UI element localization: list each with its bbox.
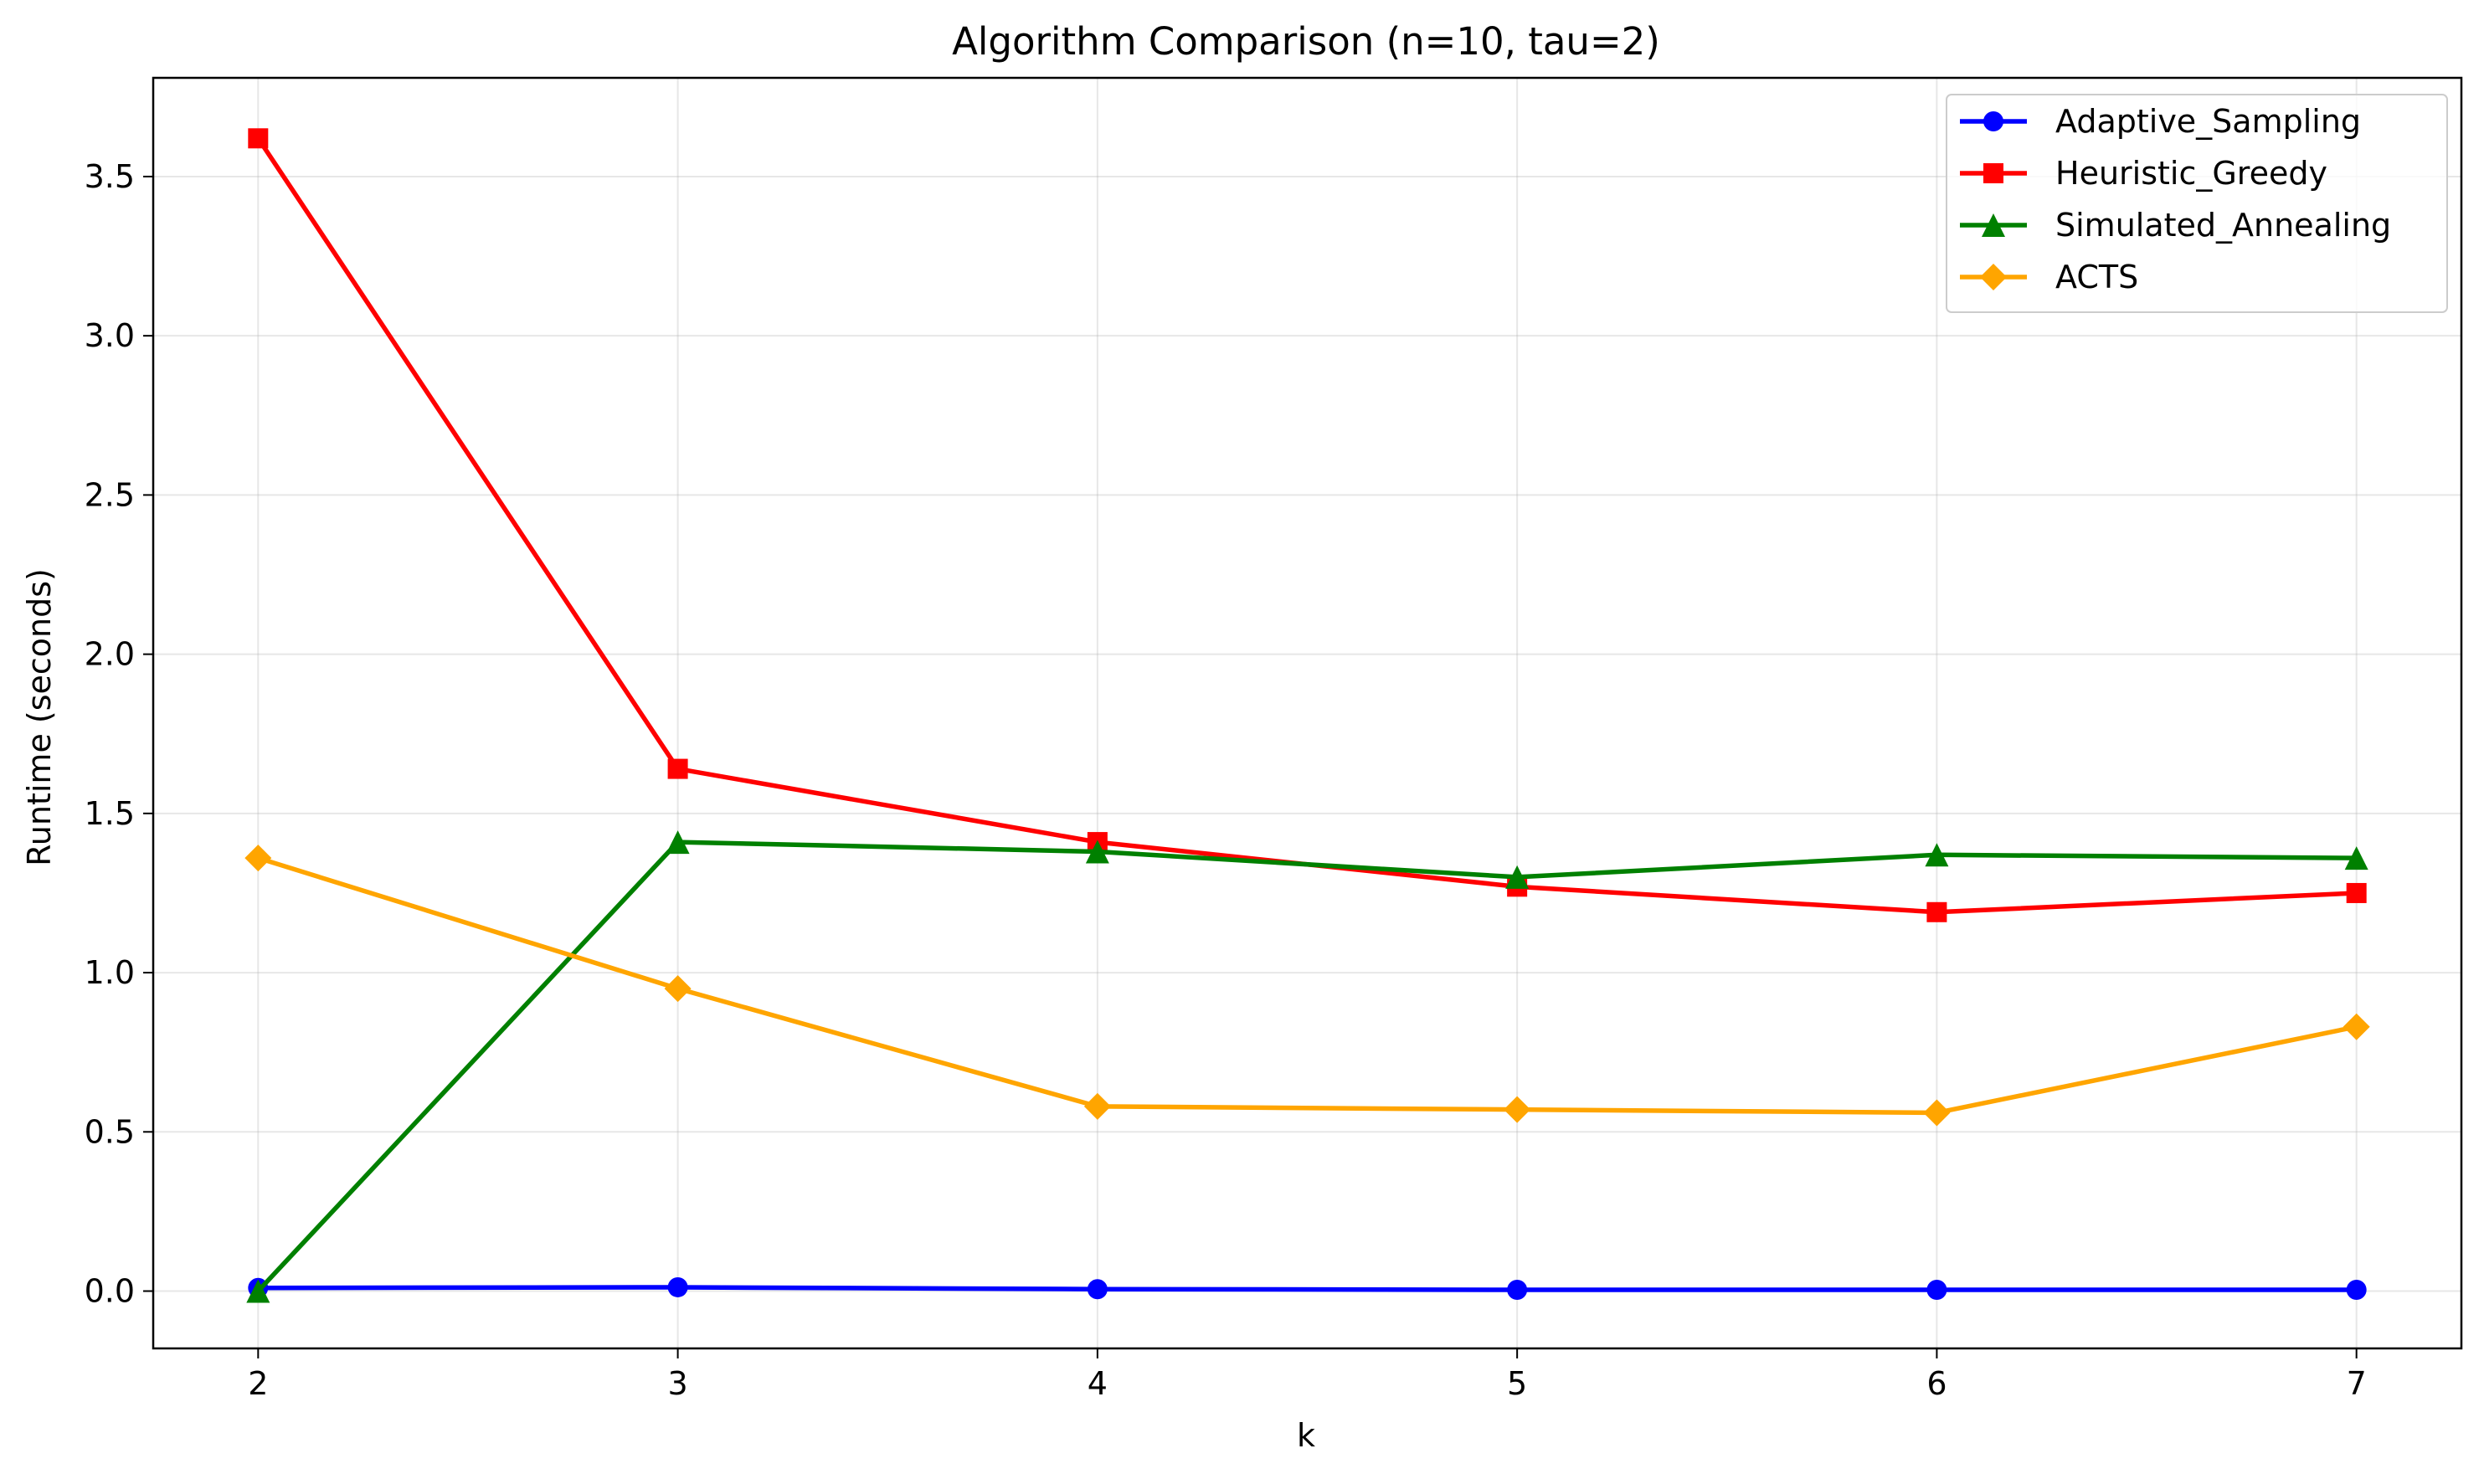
legend-item-simulated-annealing: Simulated_Annealing <box>1960 207 2391 244</box>
series-line-adaptive-sampling <box>255 1285 2359 1292</box>
series-line-acts <box>255 855 2359 1116</box>
y-tick-label: 0.0 <box>85 1273 135 1310</box>
chart-title: Algorithm Comparison (n=10, tau=2) <box>952 19 1660 64</box>
x-tick-label: 6 <box>1926 1365 1947 1402</box>
legend-swatch-marker <box>1983 111 2003 131</box>
data-point-acts <box>1504 1096 1531 1123</box>
grid <box>153 78 2461 1348</box>
y-tick-label: 0.5 <box>85 1113 135 1150</box>
y-tick-label: 3.0 <box>85 317 135 354</box>
y-axis-label: Runtime (seconds) <box>21 568 58 866</box>
y-tick-label: 1.0 <box>85 954 135 991</box>
y-tick-label: 1.5 <box>85 795 135 832</box>
data-point-simulated-annealing <box>1925 843 1949 867</box>
legend-swatch-marker <box>1983 163 2003 183</box>
x-axis-label: k <box>1297 1417 1315 1454</box>
x-tick-label: 2 <box>248 1365 268 1402</box>
legend: Adaptive_Sampling Heuristic_Greedy Simulat… <box>1946 94 2448 313</box>
legend-label: Adaptive_Sampling <box>2055 103 2361 140</box>
data-point-acts <box>664 975 692 1003</box>
data-point-heuristic-greedy <box>1926 901 1947 922</box>
legend-swatch-marker <box>1980 264 2007 290</box>
data-point-simulated-annealing <box>2344 846 2368 870</box>
data-point-acts <box>244 845 272 872</box>
data-point-simulated-annealing <box>1505 865 1530 889</box>
ticks: 2 3 4 5 6 7 0.0 0.5 1.0 1.5 2.0 2.5 3.0 3.5 <box>85 158 2367 1402</box>
plot-frame <box>152 76 2463 1350</box>
data-point-simulated-annealing <box>246 1279 270 1303</box>
legend-label: Heuristic_Greedy <box>2055 155 2327 192</box>
legend-item-adaptive-sampling: Adaptive_Sampling <box>1960 103 2361 140</box>
legend-item-heuristic-greedy: Heuristic_Greedy <box>1960 155 2327 192</box>
data-point-adaptive-sampling <box>2346 1279 2367 1300</box>
y-tick-label: 2.5 <box>85 476 135 513</box>
data-point-adaptive-sampling <box>1926 1279 1947 1300</box>
data-point-adaptive-sampling <box>667 1276 688 1297</box>
data-point-heuristic-greedy <box>248 128 269 149</box>
x-tick-label: 3 <box>667 1365 687 1402</box>
data-point-heuristic-greedy <box>2346 882 2367 903</box>
series-layer <box>244 128 2370 1303</box>
data-point-acts <box>1083 1092 1111 1120</box>
x-tick-label: 7 <box>2347 1365 2367 1402</box>
x-tick-label: 4 <box>1088 1365 1108 1402</box>
legend-item-acts: ACTS <box>1960 259 2138 295</box>
legend-swatch-marker <box>1982 213 2005 237</box>
x-tick-label: 5 <box>1507 1365 1527 1402</box>
series-acts <box>244 845 2370 1127</box>
y-tick-label: 3.5 <box>85 158 135 195</box>
legend-label: Simulated_Annealing <box>2055 207 2391 244</box>
data-point-acts <box>1923 1099 1951 1127</box>
legend-box <box>1946 94 2448 313</box>
data-point-heuristic-greedy <box>667 758 688 779</box>
legend-label: ACTS <box>2055 259 2138 295</box>
data-point-simulated-annealing <box>1085 840 1109 864</box>
series-simulated-annealing <box>246 830 2368 1303</box>
data-point-simulated-annealing <box>666 830 690 855</box>
series-line-simulated-annealing <box>255 840 2359 1295</box>
data-point-adaptive-sampling <box>1087 1279 1108 1300</box>
data-point-adaptive-sampling <box>1507 1279 1528 1300</box>
y-tick-label: 2.0 <box>85 636 135 673</box>
data-point-acts <box>2343 1013 2370 1040</box>
